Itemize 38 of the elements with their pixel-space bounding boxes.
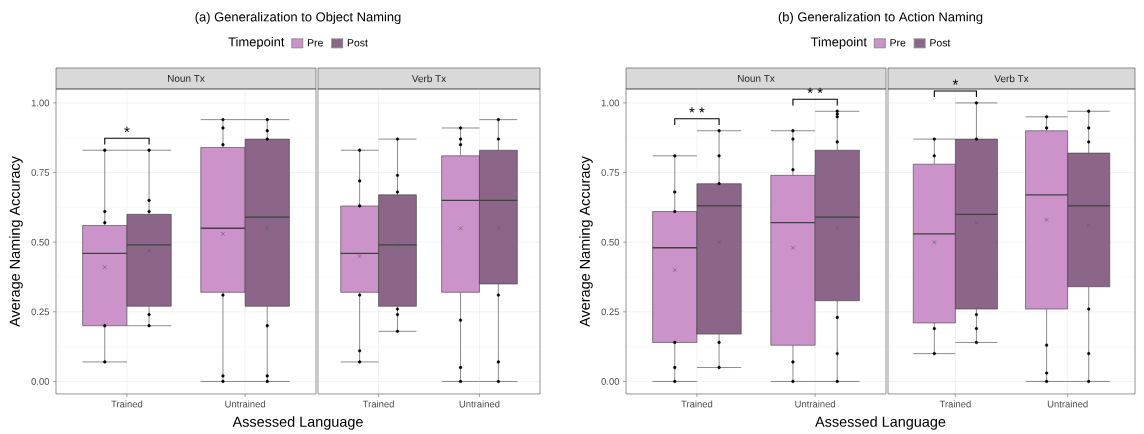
y-tick-label: 0.75 (31, 169, 50, 176)
y-tick-label: 0.25 (31, 308, 50, 316)
chart-subtitle: Noun Tx (737, 75, 775, 82)
x-tick-label: Trained (939, 400, 971, 408)
x-tick-label: Trained (681, 400, 713, 408)
chart-subtitle: Noun Tx (168, 75, 205, 82)
chart-title: (b) Generalization to Action Naming (778, 11, 983, 25)
legend-title: Timepoint (228, 36, 285, 50)
text: * (952, 79, 959, 85)
x-tick-label: Untrained (459, 400, 500, 408)
annotation: * * (807, 87, 823, 94)
y-tick-label: 0.25 (601, 308, 620, 316)
annotation: * * (689, 107, 705, 113)
chart-title: (a) Generalization to Object Naming (195, 11, 401, 25)
chart-subtitle: Verb Tx (994, 74, 1029, 83)
x-axis-title: Assessed Language (232, 416, 363, 430)
x-tick-label: Untrained (1047, 400, 1088, 408)
y-tick-label: 0.00 (601, 378, 620, 385)
legend-label: Pre (890, 39, 906, 47)
y-tick-label: 0.50 (601, 238, 620, 246)
legend-title: Timepoint (810, 36, 867, 50)
y-axis-title: Average Naming Accuracy (579, 156, 593, 327)
x-tick-label: Trained (362, 400, 394, 408)
legend-label: Post (930, 39, 951, 47)
x-tick-label: Untrained (225, 400, 266, 408)
y-axis-title: Average Naming Accuracy (9, 156, 23, 327)
x-axis-title: Assessed Language (815, 416, 946, 430)
y-tick-label: 1.00 (601, 99, 620, 107)
chart-subtitle: Verb Tx (411, 74, 447, 83)
y-tick-label: 0.50 (31, 238, 50, 246)
y-tick-label: 0.75 (601, 169, 620, 176)
legend-label: Pre (307, 39, 323, 47)
legend-label: Post (347, 39, 368, 47)
y-tick-label: 0.00 (31, 378, 50, 385)
x-tick-label: Trained (111, 400, 143, 408)
x-tick-label: Untrained (795, 400, 836, 408)
y-tick-label: 1.00 (31, 99, 50, 107)
annotation: * (124, 126, 130, 133)
